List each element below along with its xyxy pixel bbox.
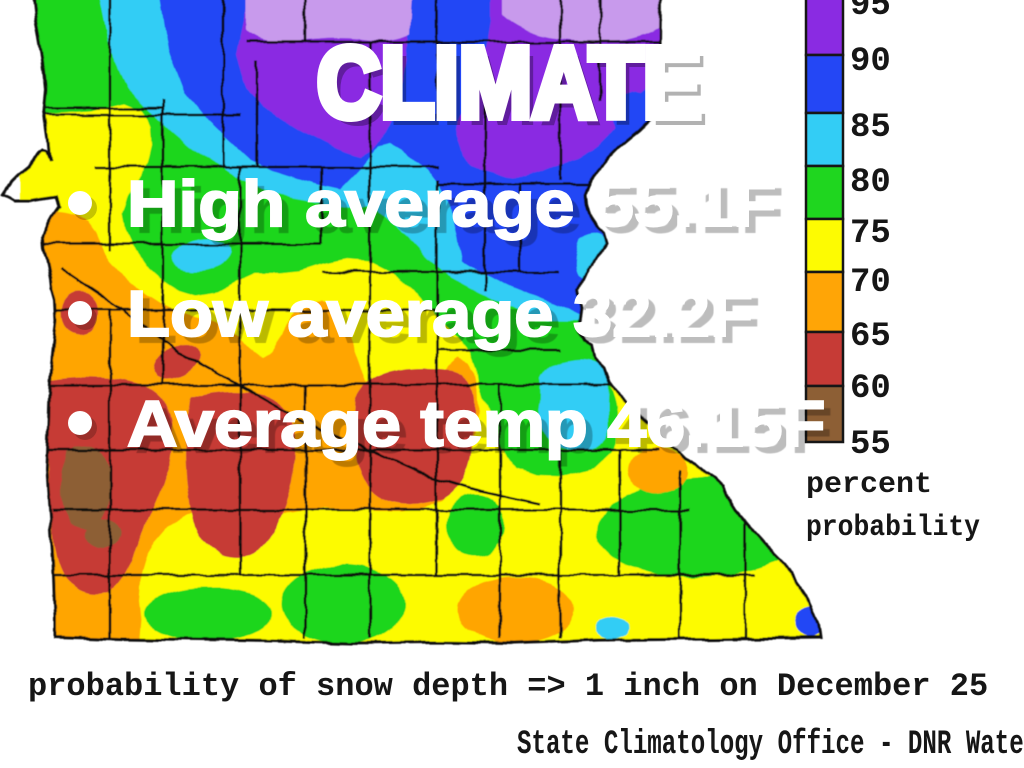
svg-text:60: 60 <box>850 370 891 408</box>
svg-text:65: 65 <box>850 318 891 356</box>
svg-text:55: 55 <box>850 426 891 464</box>
svg-text:95: 95 <box>850 0 891 25</box>
svg-text:75: 75 <box>850 215 891 253</box>
svg-text:probability of snow depth => 1: probability of snow depth => 1 inch on D… <box>28 668 988 705</box>
svg-text:State Climatology Office - DNR: State Climatology Office - DNR Water <box>517 724 1024 763</box>
svg-text:90: 90 <box>850 43 891 81</box>
svg-text:probability: probability <box>806 511 980 545</box>
svg-text:percent: percent <box>806 468 932 502</box>
svg-text:70: 70 <box>850 264 891 302</box>
svg-text:80: 80 <box>850 164 891 202</box>
svg-text:85: 85 <box>850 109 891 147</box>
